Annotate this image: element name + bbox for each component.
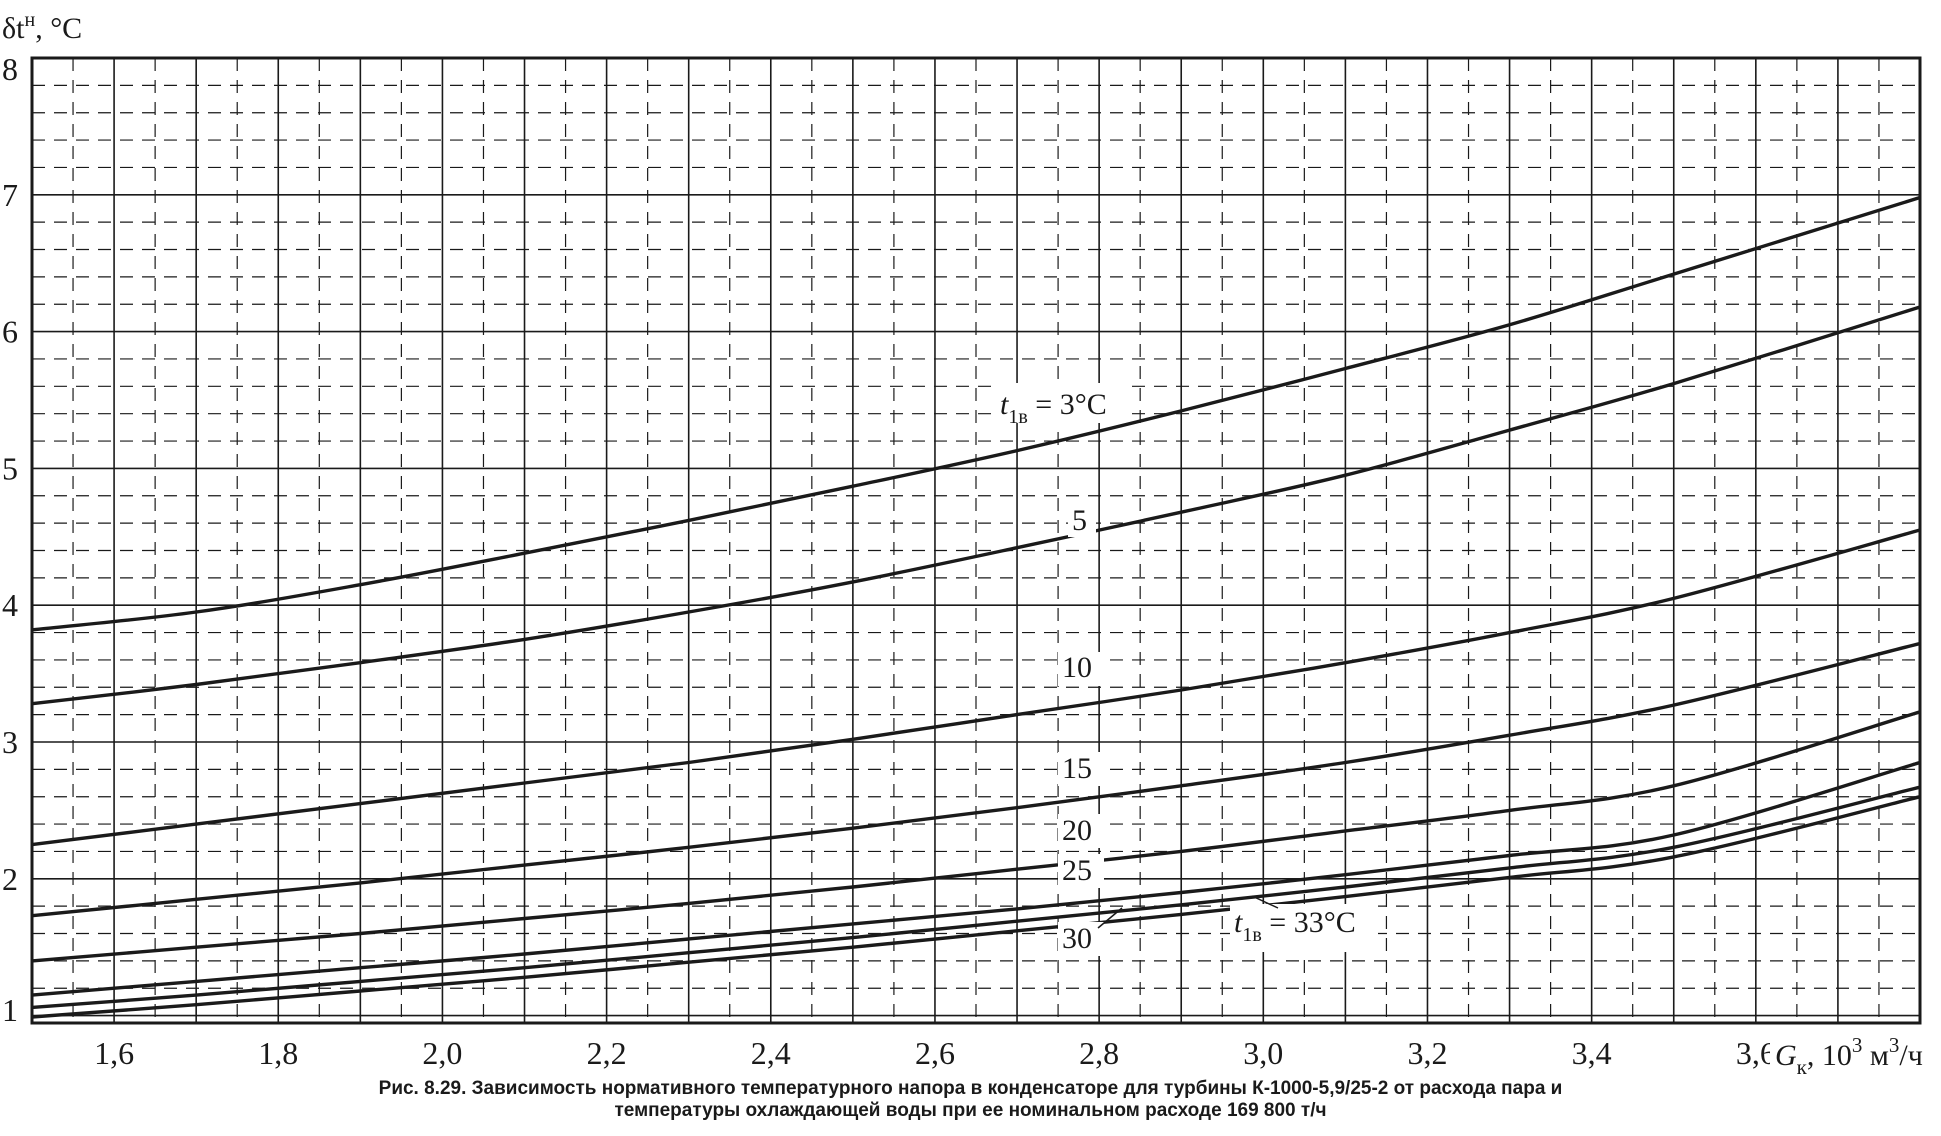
y-axis-label: δtн, °C (2, 9, 82, 45)
plot-frame (30, 56, 1922, 1025)
x-tick-label: 3,2 (1407, 1035, 1447, 1071)
label-mask (1058, 922, 1104, 956)
y-tick-label: 5 (2, 450, 18, 486)
y-tick-label: 8 (2, 51, 18, 87)
y-tick-label: 1 (2, 992, 18, 1028)
label-mask (1058, 814, 1104, 848)
curve-label-33: t1в = 33°C (1234, 906, 1356, 946)
y-tick-label: 4 (2, 587, 18, 623)
caption-line-2: температуры охлаждающей воды при ее номи… (614, 1100, 1327, 1121)
curve-label-3: t1в = 3°C (1000, 388, 1107, 428)
curve-series-0 (31, 195, 1921, 632)
y-tick-label: 2 (2, 861, 18, 897)
label-mask (995, 383, 1125, 423)
x-tick-labels: 1,6 1,8 2,0 2,2 2,4 2,6 2,8 3,0 3,2 3,4 3,6 (94, 1035, 1776, 1071)
curve-label-10: 10 (1062, 651, 1092, 684)
leader-33 (1251, 895, 1279, 909)
curves (31, 195, 1921, 1019)
curve-series-4 (31, 710, 1921, 963)
label-mask (1058, 652, 1104, 686)
curve-label-5: 5 (1072, 504, 1087, 537)
x-tick-label: 1,6 (94, 1035, 134, 1071)
curve-label-30: 30 (1062, 922, 1092, 955)
leader-30 (1097, 907, 1123, 929)
label-mask (1230, 904, 1378, 952)
x-axis-label: Gк, 103 м3/ч (1775, 1033, 1923, 1076)
y-tick-labels: 1 2 3 4 5 6 7 8 (2, 51, 18, 1028)
curve-label-20: 20 (1062, 814, 1092, 847)
condenser-chart: 1 2 3 4 5 6 7 8 1,6 1,8 2,0 2,2 2,4 2,6 2,8 3,0 3,2 3,4 3… (2, 9, 1941, 1076)
x-tick-label: 2,8 (1079, 1035, 1119, 1071)
curve-series-6 (31, 785, 1921, 1010)
x-tick-label: 2,4 (751, 1035, 791, 1071)
y-tick-label: 7 (2, 177, 18, 213)
x-tick-label: 1,8 (258, 1035, 298, 1071)
y-tick-label: 3 (2, 724, 18, 760)
figure-caption: Рис. 8.29. Зависимость нормативного темп… (0, 1078, 1941, 1122)
label-mask (1068, 503, 1096, 537)
x-tick-label: 2,6 (915, 1035, 955, 1071)
x-tick-label: 3,0 (1243, 1035, 1283, 1071)
curve-label-15: 15 (1062, 752, 1092, 785)
curve-label-25: 25 (1062, 854, 1092, 887)
x-label-mask (1770, 1026, 1941, 1076)
curve-series-1 (31, 305, 1921, 706)
x-tick-label: 3,4 (1572, 1035, 1612, 1071)
curve-series-2 (31, 528, 1921, 847)
curve-series-5 (31, 760, 1921, 997)
label-masks (995, 383, 1378, 956)
curve-series-3 (31, 641, 1921, 918)
caption-line-1: Рис. 8.29. Зависимость нормативного темп… (378, 1078, 1563, 1099)
x-tick-label: 2,2 (587, 1035, 627, 1071)
label-mask (1058, 854, 1104, 888)
y-tick-label: 6 (2, 314, 18, 350)
curve-series-7 (31, 795, 1921, 1019)
x-tick-label: 2,0 (422, 1035, 462, 1071)
x-tick-label: 3,6 (1736, 1035, 1776, 1071)
label-mask (1058, 752, 1104, 786)
